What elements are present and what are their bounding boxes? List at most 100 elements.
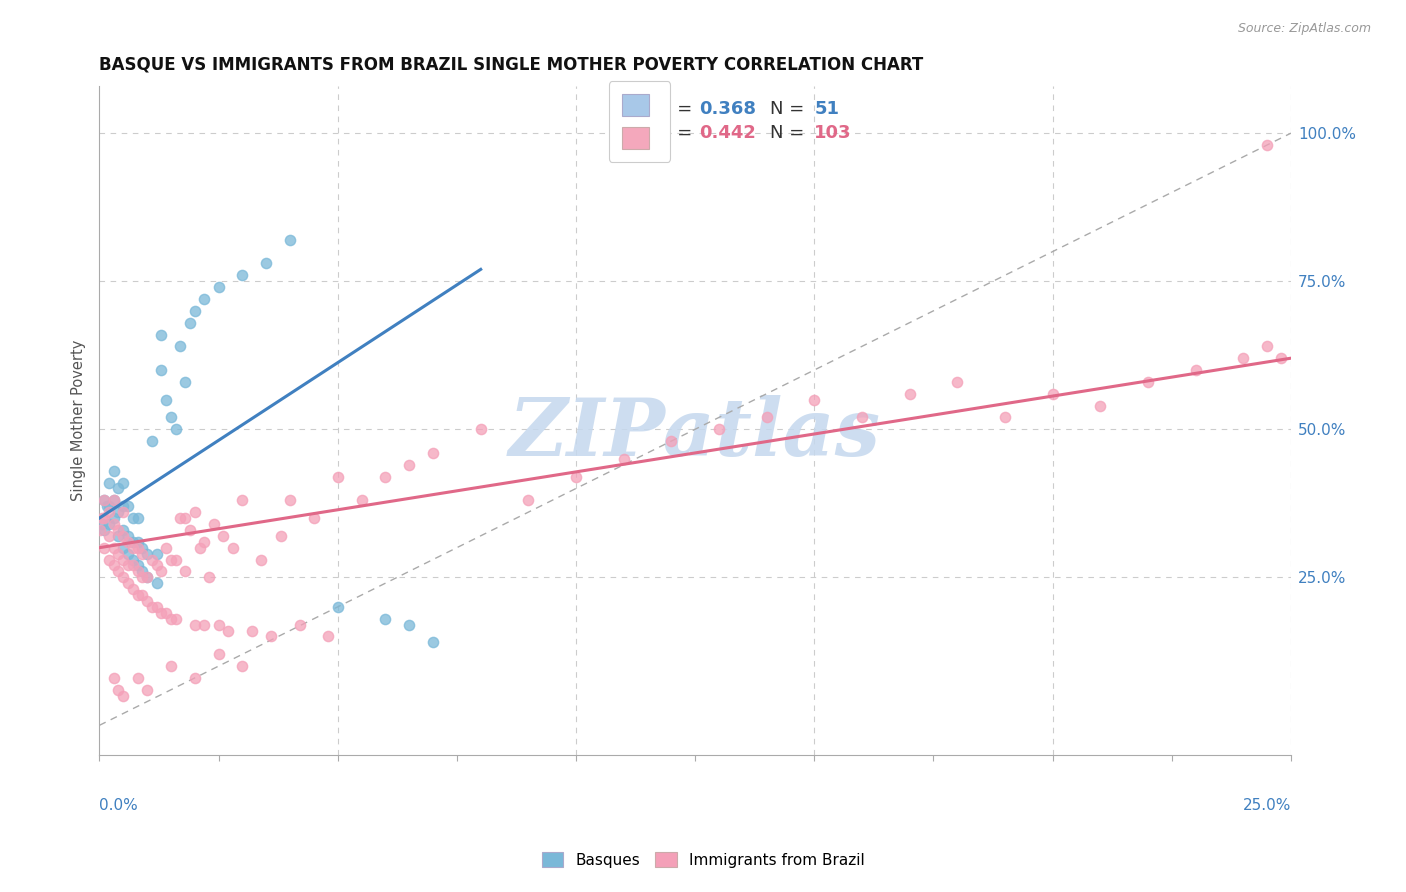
Point	[127, 534, 149, 549]
Point	[107, 682, 129, 697]
Point	[217, 624, 239, 638]
Point	[207, 280, 229, 294]
Point	[278, 233, 301, 247]
Point	[131, 588, 153, 602]
Point	[240, 624, 263, 638]
Point	[117, 547, 139, 561]
Point	[851, 410, 873, 425]
Point	[93, 541, 115, 555]
Point	[131, 570, 153, 584]
Point	[231, 659, 253, 673]
Point	[1136, 375, 1159, 389]
Text: ZIPatlas: ZIPatlas	[509, 395, 882, 473]
Point	[98, 500, 121, 514]
Point	[107, 505, 129, 519]
Point	[145, 599, 167, 614]
Point	[1270, 351, 1292, 366]
Point	[112, 541, 135, 555]
Point	[659, 434, 682, 448]
Text: R =: R =	[659, 100, 699, 119]
Point	[222, 541, 245, 555]
Point	[112, 505, 135, 519]
Point	[184, 671, 207, 685]
Point	[193, 292, 215, 306]
Point	[1184, 363, 1206, 377]
Point	[288, 617, 311, 632]
Point	[207, 647, 229, 661]
Point	[103, 516, 125, 531]
Point	[107, 565, 129, 579]
Point	[398, 617, 420, 632]
Text: N =: N =	[770, 100, 804, 119]
Point	[89, 523, 111, 537]
Point	[93, 493, 115, 508]
Point	[136, 570, 159, 584]
Point	[422, 635, 444, 649]
Text: 51: 51	[814, 100, 839, 119]
Text: BASQUE VS IMMIGRANTS FROM BRAZIL SINGLE MOTHER POVERTY CORRELATION CHART: BASQUE VS IMMIGRANTS FROM BRAZIL SINGLE …	[100, 55, 924, 73]
Point	[169, 339, 191, 353]
Point	[136, 570, 159, 584]
Point	[150, 565, 173, 579]
Point	[1042, 386, 1064, 401]
Text: 103: 103	[814, 124, 852, 142]
Point	[127, 671, 149, 685]
Text: 0.442: 0.442	[699, 124, 755, 142]
Point	[179, 523, 201, 537]
Point	[127, 541, 149, 555]
Point	[131, 541, 153, 555]
Point	[994, 410, 1017, 425]
Point	[107, 547, 129, 561]
Point	[374, 612, 396, 626]
Point	[565, 469, 588, 483]
Point	[202, 516, 225, 531]
Point	[1232, 351, 1254, 366]
Point	[103, 464, 125, 478]
Point	[150, 606, 173, 620]
Point	[141, 599, 163, 614]
Point	[160, 659, 183, 673]
Point	[174, 375, 197, 389]
Point	[946, 375, 969, 389]
Point	[316, 630, 339, 644]
Point	[707, 422, 730, 436]
Point	[517, 493, 540, 508]
Point	[179, 316, 201, 330]
Text: N =: N =	[770, 124, 804, 142]
Point	[112, 689, 135, 703]
Point	[174, 565, 197, 579]
Point	[803, 392, 825, 407]
Point	[117, 534, 139, 549]
Point	[145, 547, 167, 561]
Point	[98, 552, 121, 566]
Point	[112, 570, 135, 584]
Point	[193, 534, 215, 549]
Point	[184, 617, 207, 632]
Point	[121, 558, 143, 573]
Point	[121, 511, 143, 525]
Point	[112, 523, 135, 537]
Point	[188, 541, 211, 555]
Point	[160, 612, 183, 626]
Point	[184, 303, 207, 318]
Point	[93, 523, 115, 537]
Point	[117, 529, 139, 543]
Point	[127, 588, 149, 602]
Point	[160, 410, 183, 425]
Point	[103, 541, 125, 555]
Text: 0.368: 0.368	[699, 100, 756, 119]
Point	[184, 505, 207, 519]
Text: 0.0%: 0.0%	[100, 798, 138, 814]
Point	[155, 541, 177, 555]
Point	[231, 493, 253, 508]
Text: R =: R =	[659, 124, 699, 142]
Point	[112, 500, 135, 514]
Point	[103, 671, 125, 685]
Point	[198, 570, 221, 584]
Point	[302, 511, 325, 525]
Point	[207, 617, 229, 632]
Point	[270, 529, 292, 543]
Point	[422, 446, 444, 460]
Legend: , : ,	[609, 81, 671, 161]
Point	[150, 327, 173, 342]
